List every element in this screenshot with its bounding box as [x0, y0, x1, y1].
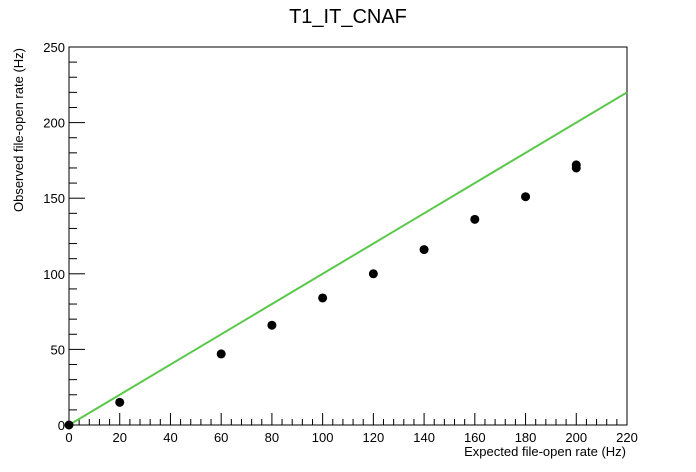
plot-frame [68, 46, 628, 426]
chart-title: T1_IT_CNAF [289, 6, 407, 28]
data-point [419, 245, 429, 255]
data-point [318, 293, 328, 303]
data-point [521, 192, 531, 202]
x-tick-label: 160 [464, 430, 486, 445]
data-point [64, 420, 74, 430]
y-tick-label: 0 [58, 418, 65, 433]
x-tick-label: 180 [515, 430, 537, 445]
x-tick-label: 40 [163, 430, 177, 445]
x-tick-label: 0 [65, 430, 72, 445]
y-tick-label: 50 [51, 342, 65, 357]
x-tick-label: 100 [312, 430, 334, 445]
y-tick-label: 250 [43, 40, 65, 55]
data-point [267, 320, 277, 330]
x-tick-label: 220 [616, 430, 638, 445]
y-axis-label: Observed file-open rate (Hz) [11, 48, 26, 212]
x-tick-label: 20 [112, 430, 126, 445]
x-tick-label: 60 [214, 430, 228, 445]
x-tick-label: 80 [265, 430, 279, 445]
y-tick-label: 200 [43, 116, 65, 131]
data-point [115, 397, 125, 407]
y-tick-label: 150 [43, 191, 65, 206]
data-point [571, 160, 581, 170]
reference-line [68, 91, 628, 426]
x-tick-label: 200 [565, 430, 587, 445]
data-point [470, 214, 480, 224]
x-tick-label: 120 [363, 430, 385, 445]
x-tick-label: 140 [413, 430, 435, 445]
x-axis-label: Expected file-open rate (Hz) [464, 444, 626, 459]
y-tick-label: 100 [43, 267, 65, 282]
data-point [368, 269, 378, 279]
data-point [216, 349, 226, 359]
